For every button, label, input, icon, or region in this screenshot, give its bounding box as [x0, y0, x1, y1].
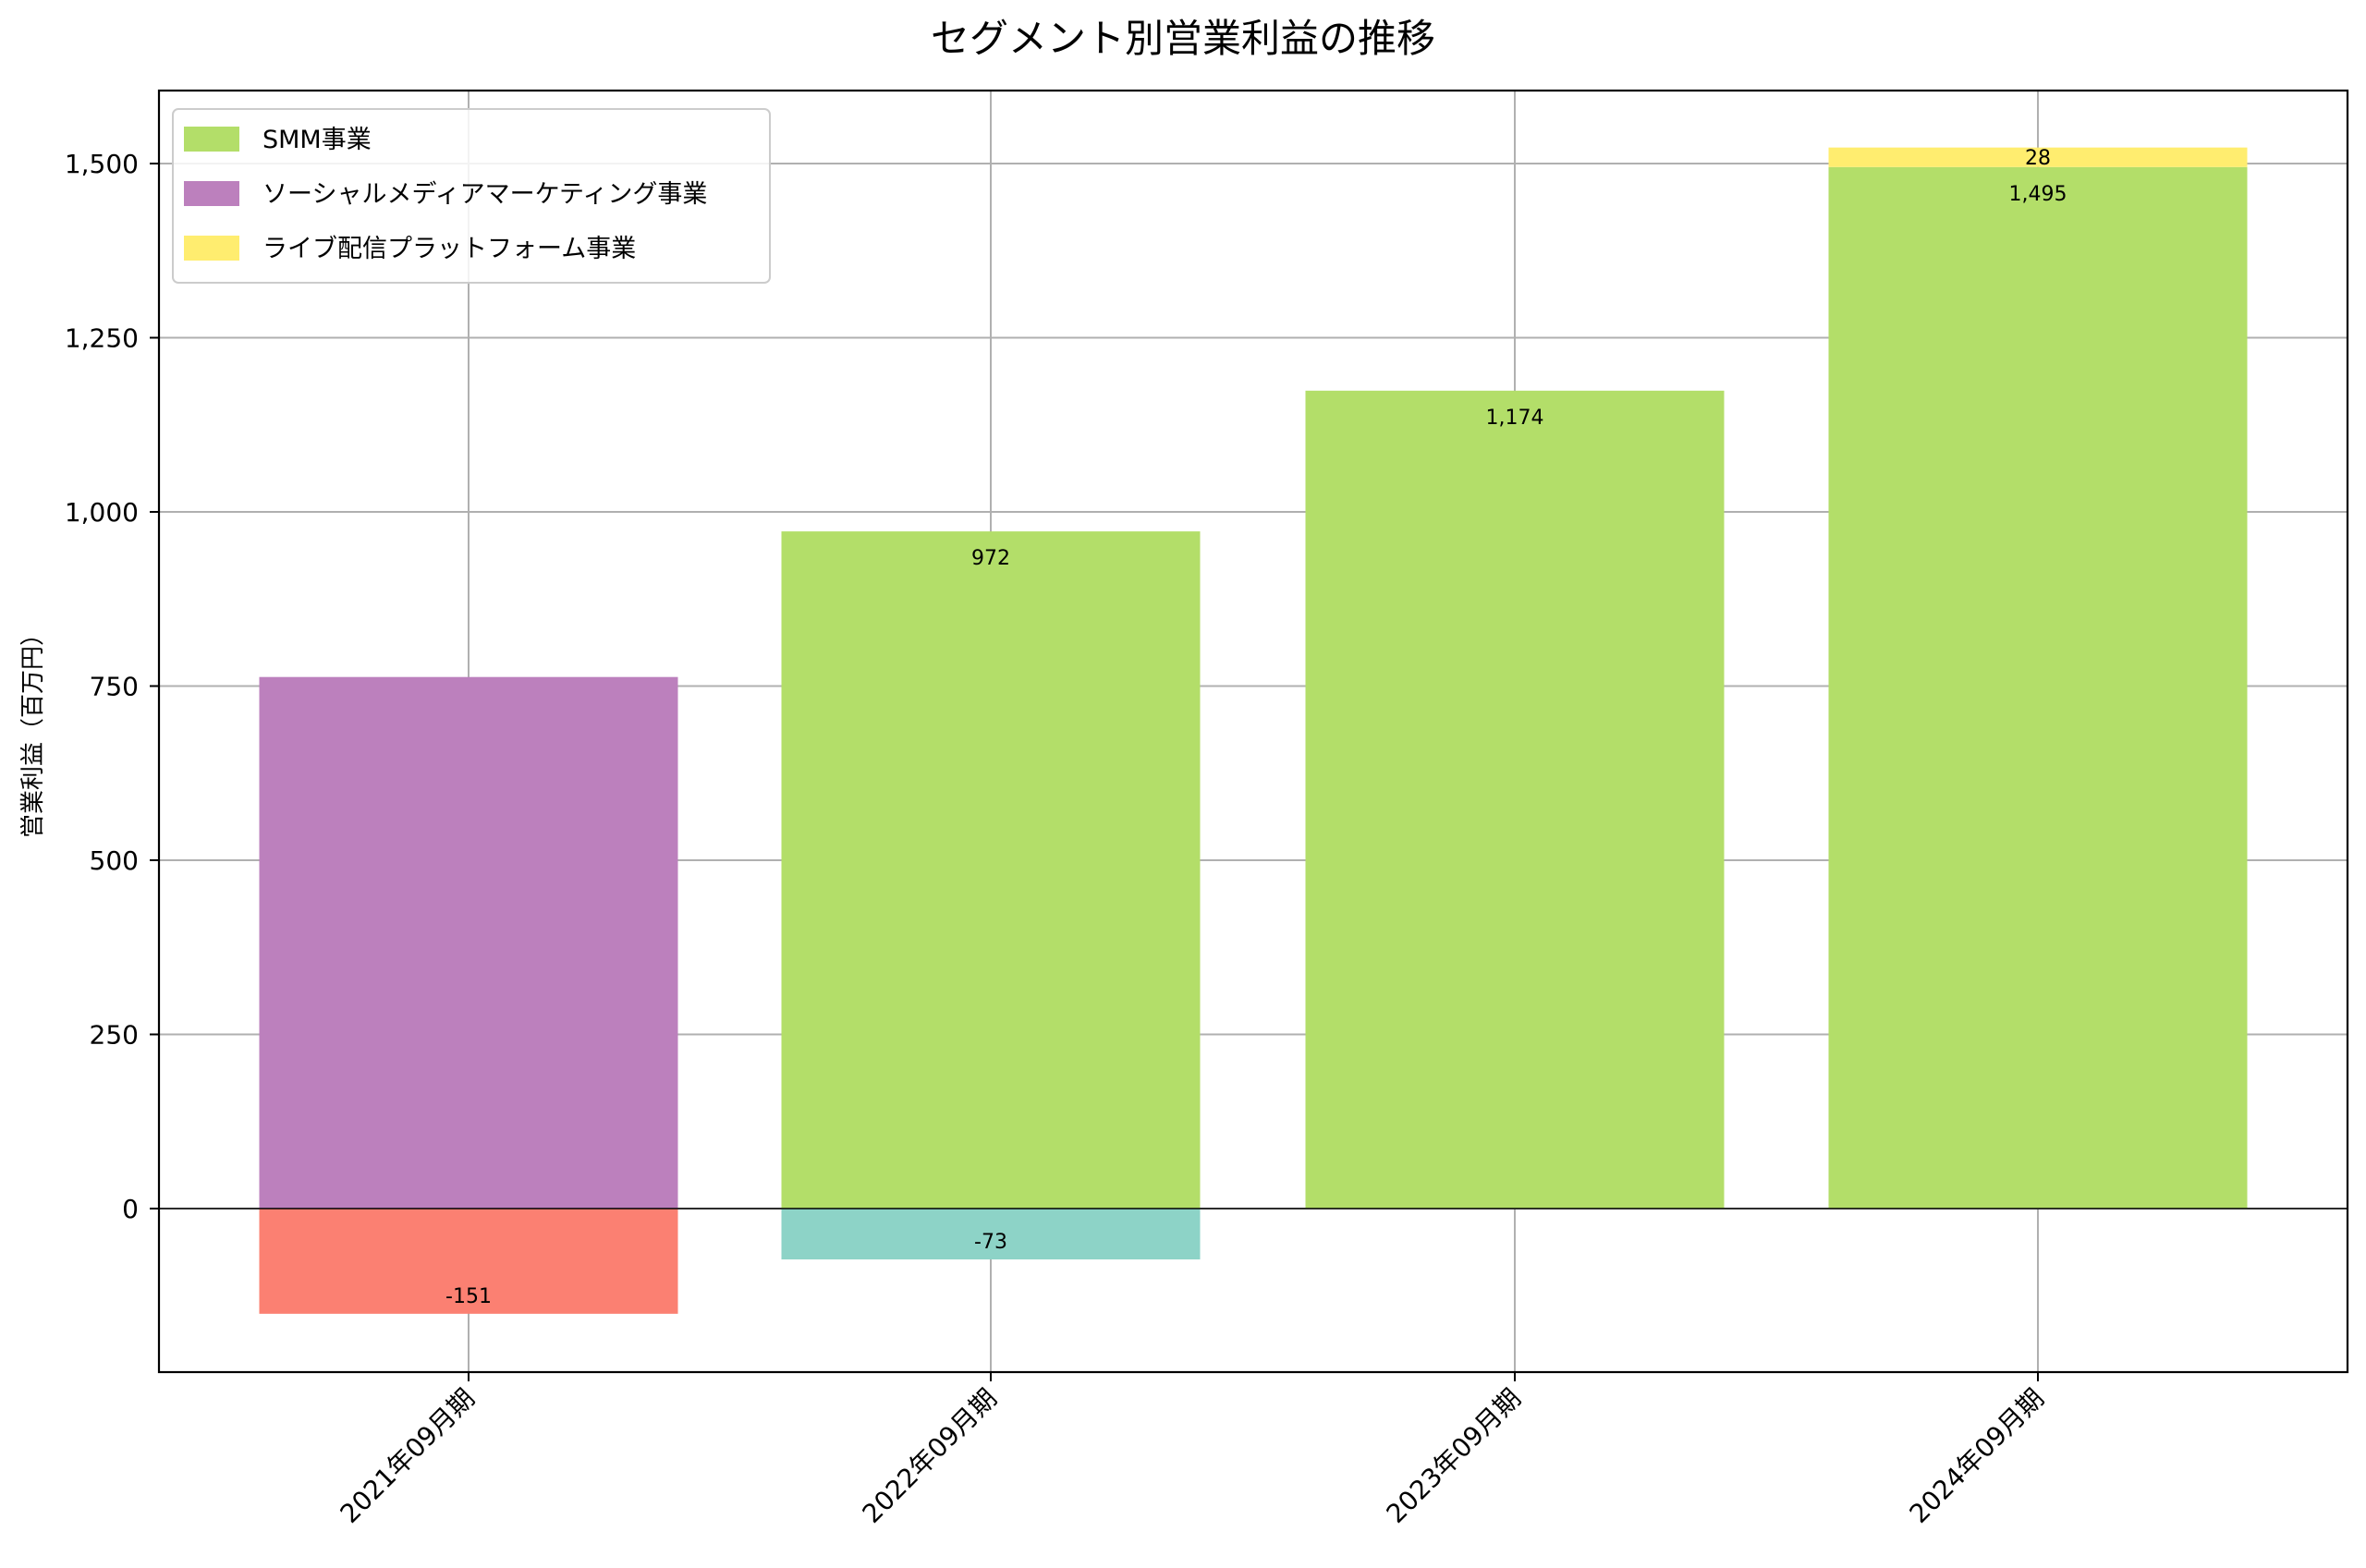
bar-segment — [781, 1209, 1201, 1260]
y-tick-label: 1,500 — [65, 149, 139, 179]
legend-swatch — [184, 236, 239, 261]
bar-segment — [259, 1209, 678, 1314]
y-tick-label: 1,250 — [65, 323, 139, 354]
y-tick-label: 750 — [90, 672, 139, 702]
bar-value-label: 972 — [971, 547, 1010, 570]
legend-swatch — [184, 181, 239, 206]
legend-swatch — [184, 127, 239, 152]
bar-segment — [1828, 147, 2248, 167]
x-axis-ticks: 2021年09月期 2022年09月期 2023年09月期 2024年09月期 — [335, 1372, 2050, 1529]
y-tick-label: 500 — [90, 845, 139, 876]
bar-value-label: 28 — [2025, 147, 2051, 170]
bar-segment — [259, 676, 678, 1209]
chart-title: セグメント別営業利益の推移 — [931, 16, 1435, 61]
y-tick-label: 0 — [122, 1194, 139, 1224]
x-tick-label: 2022年09月期 — [857, 1383, 1003, 1529]
bar-segment — [1305, 390, 1725, 1209]
y-axis-label: 営業利益（百万円） — [19, 622, 47, 838]
legend-label: SMM事業 — [262, 126, 372, 154]
axes-frame — [157, 89, 2349, 1374]
bar-value-label: -73 — [974, 1231, 1007, 1254]
bar-segment — [1828, 166, 2248, 1209]
x-tick-label: 2023年09月期 — [1381, 1383, 1527, 1529]
x-tick-label: 2021年09月期 — [335, 1383, 481, 1529]
bar-value-label: -151 — [445, 1285, 492, 1308]
y-axis-ticks: 0 250 500 750 1,000 1,250 1,500 — [65, 149, 159, 1224]
legend-label: ソーシャルメディアマーケティング事業 — [262, 180, 707, 209]
y-tick-label: 1,000 — [65, 497, 139, 528]
legend-box — [172, 108, 771, 284]
y-tick-label: 250 — [90, 1020, 139, 1051]
bars: -151 972 -73 1,174 1,495 28 — [259, 147, 2248, 1314]
bar-value-label: 1,174 — [1486, 407, 1544, 430]
bar-value-label: 1,495 — [2009, 183, 2067, 206]
bar-segment — [781, 531, 1201, 1209]
x-tick-label: 2024年09月期 — [1904, 1383, 2050, 1529]
legend-label: ライブ配信プラットフォーム事業 — [262, 235, 636, 263]
